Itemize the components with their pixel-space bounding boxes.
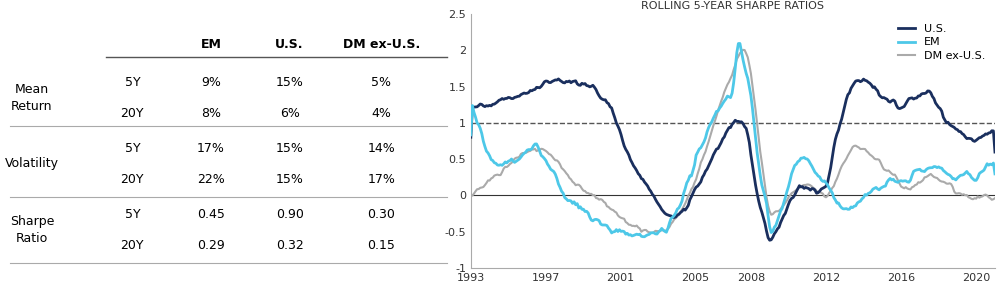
Text: 5Y: 5Y: [125, 208, 140, 221]
Text: 0.32: 0.32: [275, 239, 304, 252]
Text: 17%: 17%: [368, 173, 395, 186]
Text: 9%: 9%: [201, 76, 221, 89]
Text: 15%: 15%: [275, 142, 304, 155]
Text: 0.15: 0.15: [368, 239, 395, 252]
Text: 0.30: 0.30: [368, 208, 395, 221]
Text: 5Y: 5Y: [125, 142, 140, 155]
Text: 15%: 15%: [275, 173, 304, 186]
Text: Volatility: Volatility: [5, 157, 59, 170]
Text: 17%: 17%: [197, 142, 225, 155]
Text: 8%: 8%: [201, 107, 221, 120]
Text: 20Y: 20Y: [121, 107, 144, 120]
Text: 0.90: 0.90: [275, 208, 304, 221]
Text: DM ex-U.S.: DM ex-U.S.: [343, 38, 420, 51]
Text: 0.45: 0.45: [197, 208, 225, 221]
Text: Mean
Return: Mean Return: [11, 83, 52, 113]
Text: Sharpe
Ratio: Sharpe Ratio: [10, 215, 54, 245]
Text: U.S.: U.S.: [275, 38, 304, 51]
Text: 4%: 4%: [372, 107, 391, 120]
Legend: U.S., EM, DM ex-U.S.: U.S., EM, DM ex-U.S.: [893, 20, 989, 65]
Text: 15%: 15%: [275, 76, 304, 89]
Text: 5%: 5%: [371, 76, 391, 89]
Title: ROLLING 5-YEAR SHARPE RATIOS: ROLLING 5-YEAR SHARPE RATIOS: [641, 1, 824, 10]
Text: 14%: 14%: [368, 142, 395, 155]
Text: 6%: 6%: [279, 107, 299, 120]
Text: 20Y: 20Y: [121, 173, 144, 186]
Text: EM: EM: [201, 38, 221, 51]
Text: 20Y: 20Y: [121, 239, 144, 252]
Text: 5Y: 5Y: [125, 76, 140, 89]
Text: 0.29: 0.29: [197, 239, 225, 252]
Text: 22%: 22%: [197, 173, 225, 186]
